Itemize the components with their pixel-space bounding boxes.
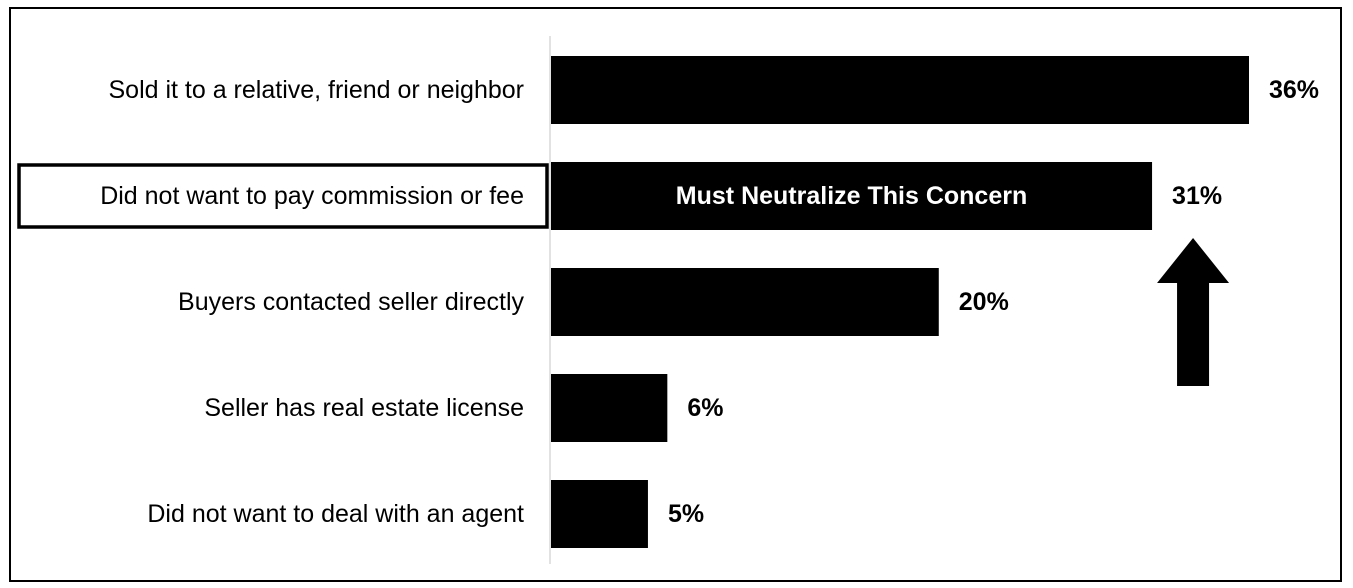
value-label: 20% [959,288,1009,316]
value-label: 6% [687,394,723,422]
up-arrow-icon [1157,238,1230,386]
bar-chart: Sold it to a relative, friend or neighbo… [17,36,1319,564]
category-label: Did not want to pay commission or fee [100,182,524,210]
annotation-text: Must Neutralize This Concern [676,182,1027,210]
value-label: 36% [1269,76,1319,104]
category-label: Seller has real estate license [204,394,524,422]
chart-frame: Sold it to a relative, friend or neighbo… [9,7,1342,582]
category-label: Did not want to deal with an agent [147,500,524,528]
value-label: 31% [1172,182,1222,210]
category-label: Buyers contacted seller directly [178,288,524,316]
value-label: 5% [668,500,704,528]
bar [551,56,1249,124]
bars-layer [551,56,1249,548]
bar [551,162,1153,230]
highlight-box [17,163,549,229]
bar [551,268,939,336]
category-label: Sold it to a relative, friend or neighbo… [108,76,524,104]
bar [551,374,668,442]
bar [551,480,648,548]
labels-layer: Sold it to a relative, friend or neighbo… [100,76,1319,528]
